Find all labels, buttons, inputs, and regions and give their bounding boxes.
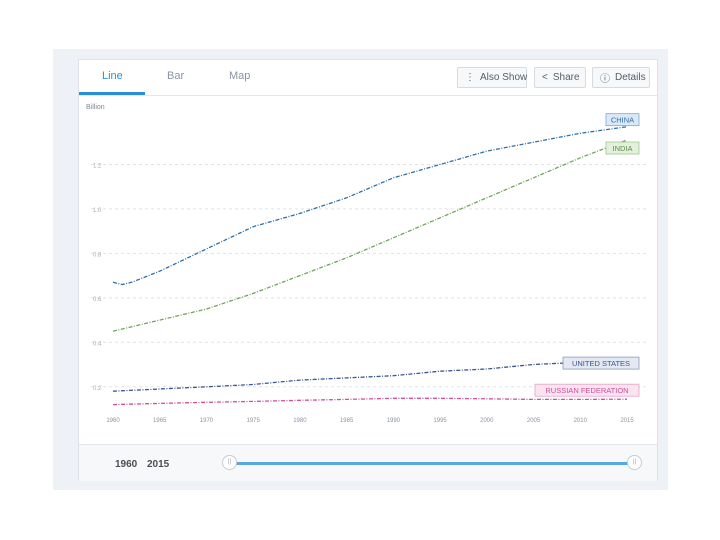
x-tick-label: 2010 — [574, 418, 588, 424]
x-tick-label: 1960 — [106, 418, 120, 424]
range-start-handle[interactable]: || — [222, 455, 237, 470]
share-icon: < — [542, 72, 548, 83]
also-show-label: Also Show — [480, 72, 528, 83]
series-end-label: INDIA — [612, 144, 632, 153]
series-end-label-box — [562, 356, 640, 370]
y-axis-title: Billion — [86, 104, 105, 111]
series-end-label-box — [605, 113, 640, 127]
x-tick-label: 1965 — [153, 418, 167, 424]
x-tick-label: 1985 — [340, 418, 354, 424]
series-end-label: RUSSIAN FEDERATION — [545, 386, 628, 395]
details-button[interactable]: ⓘ Details — [592, 67, 650, 88]
series-end-label-box — [534, 383, 640, 397]
range-start-label: 1960 — [115, 459, 138, 470]
vertical-dots-icon: ⋮ — [465, 72, 475, 83]
range-slider-track[interactable] — [229, 462, 634, 465]
x-tick-label: 1995 — [433, 418, 447, 424]
range-end-label: 2015 — [147, 459, 170, 470]
y-tick-label: 1.2 — [93, 163, 102, 169]
x-tick-label: 1975 — [247, 418, 261, 424]
x-tick-label: 2000 — [480, 418, 494, 424]
details-label: Details — [615, 72, 646, 83]
series-line — [112, 359, 628, 392]
y-tick-label: 0.2 — [93, 386, 102, 392]
tab-map[interactable]: Map — [229, 70, 251, 82]
time-range-footer: 1960 2015 || || — [79, 444, 657, 481]
tab-line[interactable]: Line — [102, 70, 123, 82]
info-icon: ⓘ — [600, 74, 610, 85]
x-tick-label: 2015 — [620, 418, 634, 424]
series-line — [112, 139, 628, 332]
x-tick-label: 1980 — [293, 418, 307, 424]
x-tick-label: 1990 — [387, 418, 401, 424]
y-tick-label: 0.4 — [93, 341, 102, 347]
tab-bar: Line Bar Map ⋮ Also Show < Share ⓘ Detai… — [79, 60, 657, 96]
y-tick-label: 1.0 — [93, 208, 102, 214]
series-line — [112, 397, 628, 406]
line-chart: Billion 0.2 0.4 0.6 0.8 1.0 1.2 1960 1965 1970 197… — [86, 104, 647, 424]
also-show-button[interactable]: ⋮ Also Show — [457, 67, 527, 88]
share-label: Share — [552, 72, 580, 83]
range-end-handle[interactable]: || — [627, 455, 642, 470]
series-line — [112, 126, 628, 286]
tab-bar-chart[interactable]: Bar — [167, 70, 185, 82]
chart-card: Line Bar Map ⋮ Also Show < Share ⓘ Detai… — [78, 59, 658, 481]
x-tick-label: 1970 — [200, 418, 214, 424]
active-tab-indicator — [79, 92, 145, 95]
y-tick-label: 0.8 — [93, 252, 102, 258]
share-button[interactable]: < Share — [534, 67, 586, 88]
series-end-label-box — [605, 141, 640, 155]
y-tick-label: 0.6 — [93, 297, 102, 303]
series-end-label: UNITED STATES — [572, 359, 630, 368]
x-tick-label: 2005 — [527, 418, 541, 424]
series-end-label: CHINA — [611, 116, 634, 125]
